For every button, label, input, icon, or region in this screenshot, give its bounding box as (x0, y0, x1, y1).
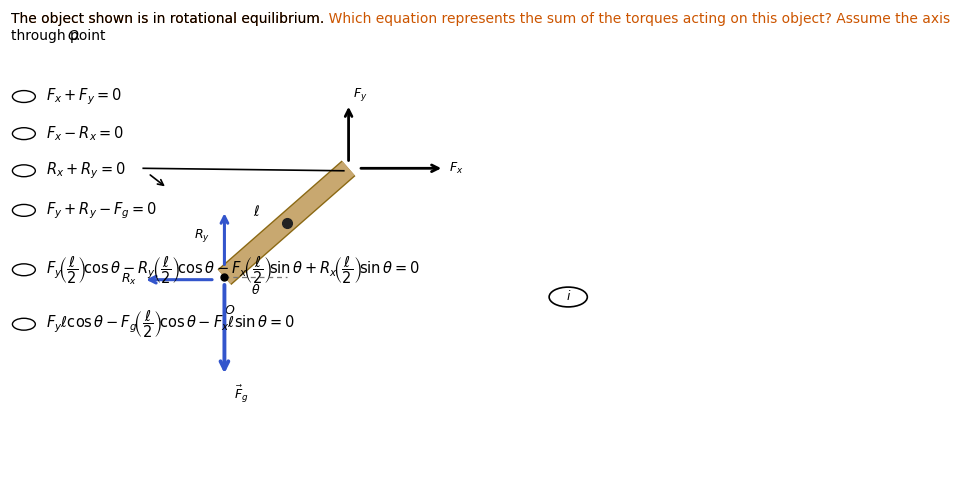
Text: $F_x - R_x = 0$: $F_x - R_x = 0$ (46, 124, 124, 143)
Text: $R_x + R_y = 0$: $R_x + R_y = 0$ (46, 160, 125, 181)
Text: $R_x$: $R_x$ (120, 272, 137, 287)
Text: $O$: $O$ (223, 304, 235, 317)
Text: $\ell$: $\ell$ (253, 204, 260, 219)
Text: $F_y$: $F_y$ (353, 86, 368, 102)
Text: $\theta$: $\theta$ (251, 283, 261, 297)
Text: $F_y\!\left(\dfrac{\ell}{2}\right)\!\cos\theta - R_y\!\left(\dfrac{\ell}{2}\righ: $F_y\!\left(\dfrac{\ell}{2}\right)\!\cos… (46, 254, 419, 286)
Text: $\vec{F}_g$: $\vec{F}_g$ (234, 384, 248, 405)
Text: The object shown is in rotational equilibrium.: The object shown is in rotational equili… (11, 12, 329, 26)
Text: $F_x + F_y = 0$: $F_x + F_y = 0$ (46, 86, 122, 107)
Text: $O$: $O$ (67, 29, 79, 43)
Text: $F_y\ell\cos\theta - F_g\!\left(\dfrac{\ell}{2}\right)\!\cos\theta - F_x\ell\sin: $F_y\ell\cos\theta - F_g\!\left(\dfrac{\… (46, 308, 294, 340)
Text: .: . (75, 29, 80, 43)
Text: The object shown is in rotational equilibrium. Which equation represents the sum: The object shown is in rotational equili… (11, 12, 955, 26)
Text: $F_x$: $F_x$ (449, 161, 463, 176)
Text: $R_y$: $R_y$ (194, 227, 210, 244)
Text: $F_y + R_y - F_g = 0$: $F_y + R_y - F_g = 0$ (46, 200, 157, 221)
Text: i: i (566, 291, 570, 303)
Text: through point: through point (11, 29, 111, 43)
